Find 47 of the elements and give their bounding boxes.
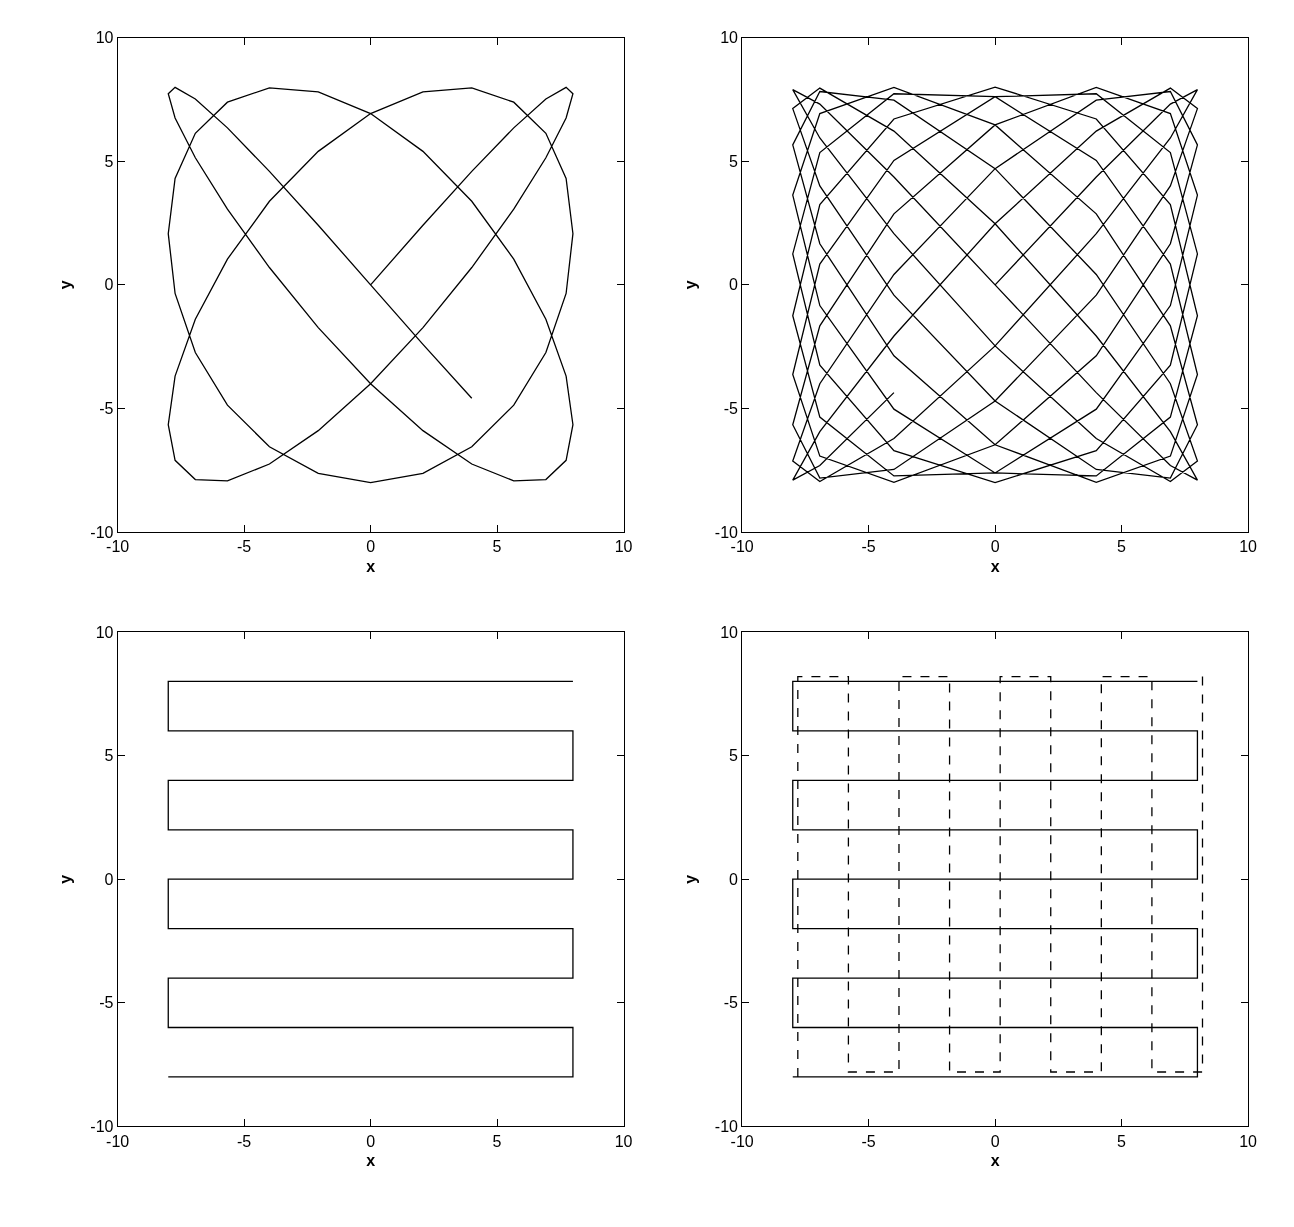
x-tick-label: 5 <box>1117 1132 1127 1150</box>
y-tick-label: 5 <box>729 152 739 170</box>
y-tick-label: 0 <box>104 870 114 888</box>
line-series <box>167 680 574 1078</box>
y-tick-label: -5 <box>99 994 114 1012</box>
x-tick-label: -5 <box>861 538 876 556</box>
x-tick-label: -5 <box>861 1132 876 1150</box>
y-tick-label: -10 <box>714 1117 739 1135</box>
y-tick-label: 5 <box>104 152 114 170</box>
x-tick-label: 5 <box>492 1132 502 1150</box>
x-tick-label: 0 <box>366 538 376 556</box>
y-tick-label: 10 <box>720 29 739 47</box>
y-tick-label: 0 <box>729 870 739 888</box>
x-tick-label: 10 <box>614 538 633 556</box>
line-series <box>167 86 574 484</box>
y-tick-label: 10 <box>95 29 114 47</box>
x-tick-label: 10 <box>614 1132 633 1150</box>
x-axis-title: x <box>366 1152 376 1170</box>
y-tick-label: 5 <box>729 747 739 765</box>
x-tick-label: 10 <box>1239 538 1258 556</box>
y-axis-title: y <box>57 280 75 290</box>
y-tick-label: -10 <box>90 1117 114 1135</box>
x-tick-label: 0 <box>990 538 1000 556</box>
x-tick-label: -5 <box>237 538 252 556</box>
x-tick-label: 5 <box>1117 538 1127 556</box>
y-tick-label: 5 <box>104 747 114 765</box>
x-tick-label: 5 <box>492 538 502 556</box>
line-series <box>792 86 1199 484</box>
y-axis-title: y <box>681 874 699 884</box>
y-tick-label: -5 <box>723 400 739 418</box>
y-axis-title: y <box>57 874 75 884</box>
x-axis-title: x <box>990 1152 1000 1170</box>
y-tick-label: -10 <box>714 523 739 541</box>
x-axis-title: x <box>990 557 1000 575</box>
y-tick-label: 10 <box>720 623 739 641</box>
x-tick-label: 10 <box>1239 1132 1258 1150</box>
y-tick-label: 10 <box>95 623 114 641</box>
y-axis-title: y <box>681 280 699 290</box>
y-tick-label: -5 <box>99 400 114 418</box>
x-tick-label: 0 <box>990 1132 1000 1150</box>
x-axis-title: x <box>366 557 376 575</box>
y-tick-label: 0 <box>104 276 114 294</box>
y-tick-label: 0 <box>729 276 739 294</box>
y-tick-label: -5 <box>723 994 739 1012</box>
y-tick-label: -10 <box>90 523 114 541</box>
x-tick-label: -5 <box>237 1132 252 1150</box>
x-tick-label: 0 <box>366 1132 376 1150</box>
